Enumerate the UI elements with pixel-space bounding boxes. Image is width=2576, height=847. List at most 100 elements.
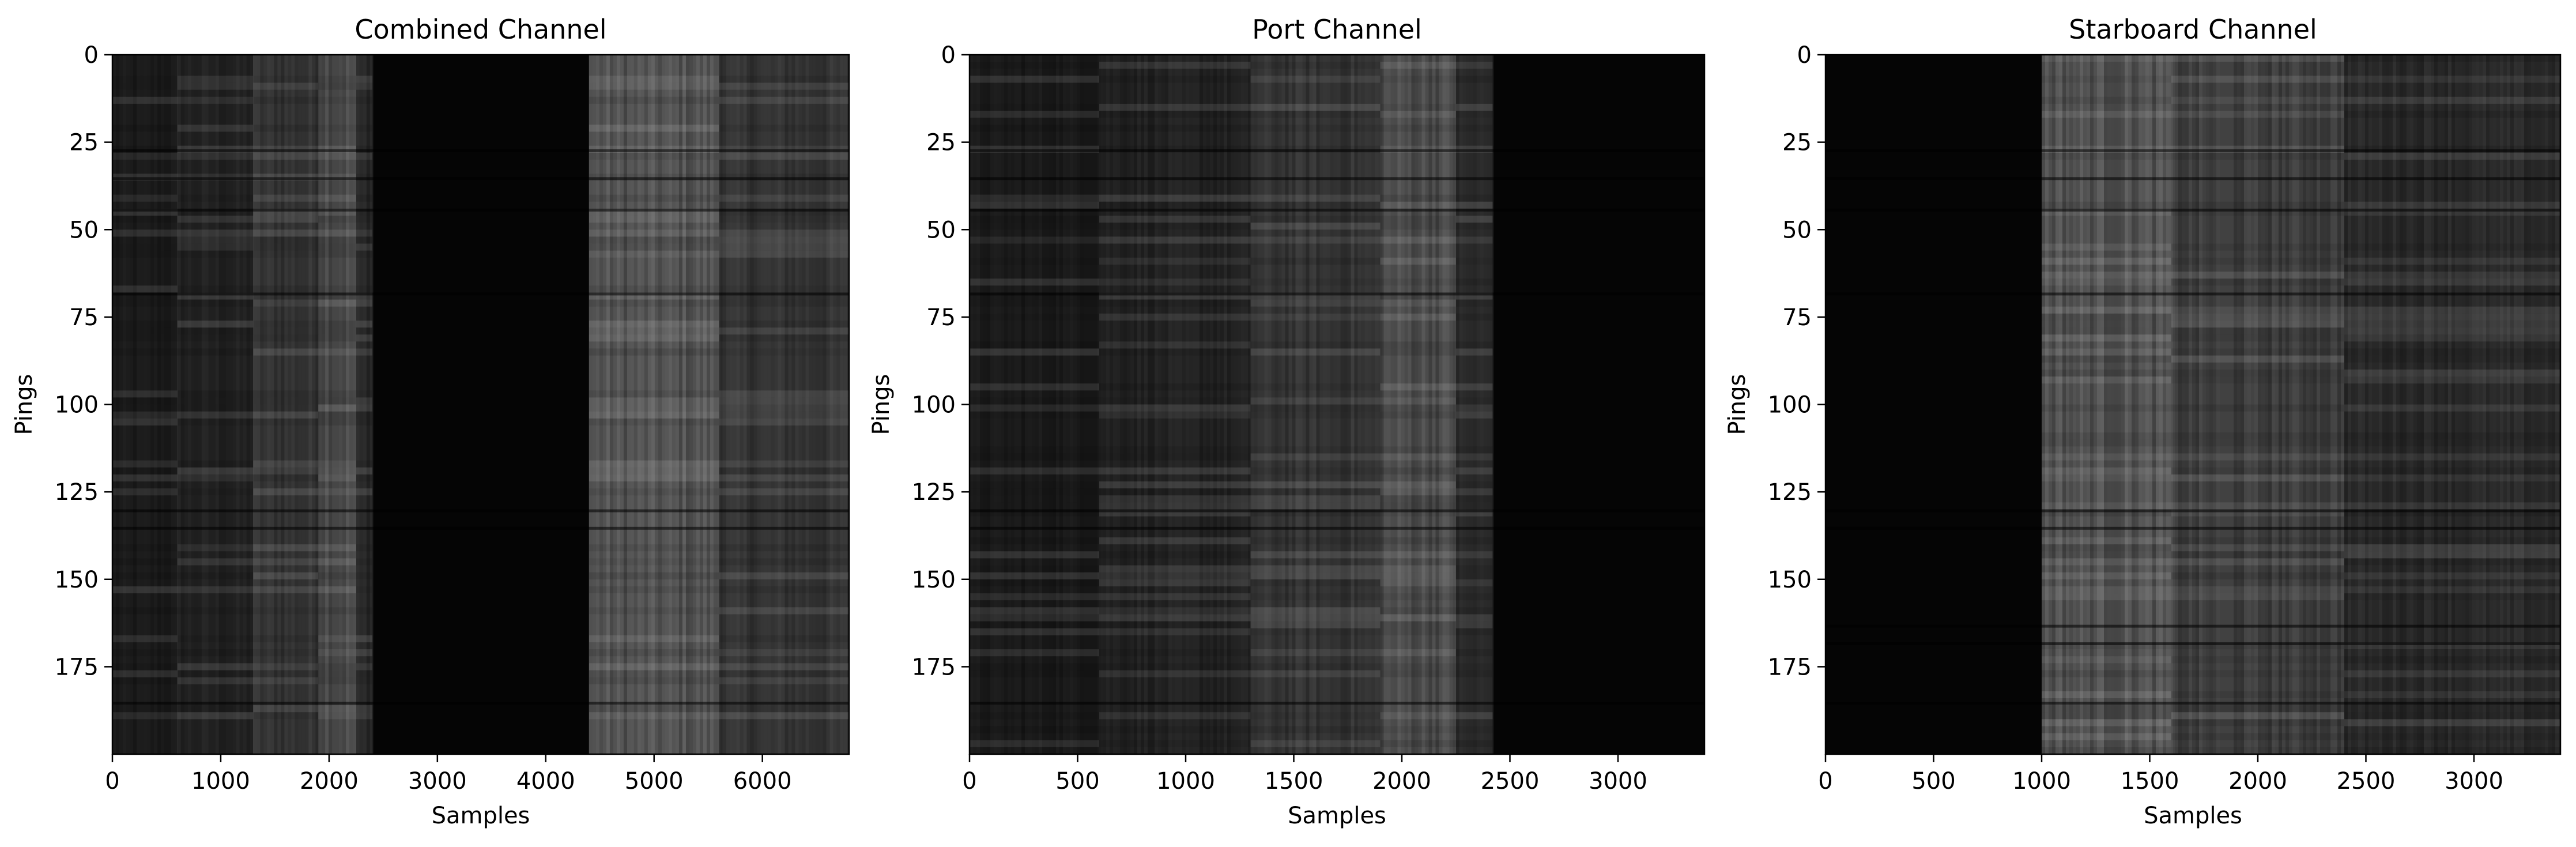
ping-striation [970,236,1099,244]
ping-striation [1455,663,1493,671]
speckle-column [1404,55,1408,754]
speckle-column [2358,55,2362,754]
speckle-column [312,55,316,754]
y-tick-label: 25 [1782,130,1812,156]
ping-striation [2042,586,2171,594]
speckle-column [805,55,809,754]
y-tick-label: 0 [84,42,99,69]
speckle-column [144,55,147,754]
ping-striation [253,334,319,342]
speckle-column [623,55,627,754]
ping-striation [2171,348,2344,356]
ping-striation [2344,719,2560,726]
speckle-column [1018,55,1021,754]
speckle-column [1168,55,1172,754]
speckle-column [716,55,721,754]
ping-striation [719,348,849,356]
ping-striation [253,250,319,258]
speckle-column [668,55,672,754]
ping-striation [177,390,254,398]
speckle-column [1490,55,1494,754]
speckle-column [2303,55,2306,754]
x-tick-label: 3000 [408,768,467,795]
speckle-column [785,55,789,754]
ping-striation [318,635,356,642]
ping-striation [2042,355,2171,363]
intensity-band [112,55,178,754]
intensity-band [1380,55,1456,754]
speckle-column [713,55,717,754]
speckle-column [356,55,360,754]
ping-striation [1380,621,1456,628]
speckle-column [229,55,233,754]
speckle-column [2413,55,2417,754]
ping-striation [2042,348,2171,356]
speckle-column [2268,55,2272,754]
speckle-column [2237,55,2241,754]
speckle-column [2227,55,2230,754]
ping-striation [2042,306,2171,314]
ping-striation [1380,125,1456,132]
speckle-column [976,55,980,754]
ping-striation [719,152,849,160]
speckle-column [2069,55,2073,754]
speckle-column [2073,55,2076,754]
ping-striation [1099,76,1251,83]
ping-striation [356,572,373,579]
speckle-column [222,55,226,754]
ping-striation [1250,551,1381,559]
ping-striation [177,635,254,642]
ping-striation [1455,446,1493,454]
ping-striation [356,229,373,237]
intensity-band [253,55,319,754]
ping-striation [1380,495,1456,503]
speckle-column [123,55,126,754]
speckle-column [740,55,744,754]
ping-striation [2171,572,2344,579]
speckle-column [1179,55,1182,754]
speckle-column [2132,55,2135,754]
ping-striation [356,607,373,615]
ping-striation [112,460,178,468]
y-tick-label: 25 [69,130,99,156]
speckle-column [994,55,997,754]
ping-striation [1380,411,1456,419]
intensity-band [177,55,254,754]
speckle-column [2247,55,2251,754]
speckle-column [349,55,353,754]
ping-striation [318,285,356,293]
ping-striation [970,278,1099,286]
ping-striation [253,411,319,419]
ping-striation [1455,404,1493,412]
speckle-column [1383,55,1387,754]
ping-striation [970,488,1099,496]
speckle-column [2524,55,2528,754]
ping-striation [1455,103,1493,111]
y-tick-label: 175 [55,654,99,680]
ping-striation [970,223,1099,230]
speckle-column [1042,55,1046,754]
speckle-column [2296,55,2299,754]
ping-striation [177,229,254,237]
speckle-column [640,55,644,754]
ping-striation [1250,313,1381,321]
ping-striation [2171,334,2344,342]
speckle-column [1299,55,1303,754]
ping-striation [356,467,373,475]
dark-ping-line [112,702,849,705]
y-tick-label: 175 [912,654,956,680]
ping-striation [970,495,1099,503]
ping-striation [2042,243,2171,251]
speckle-column [359,55,363,754]
speckle-column [322,55,326,754]
ping-striation [356,488,373,496]
intensity-band [2171,55,2344,754]
ping-striation [1099,488,1251,496]
speckle-column [291,55,295,754]
ping-striation [719,194,849,202]
ping-striation [589,215,719,223]
speckle-column [1312,55,1317,754]
ping-striation [2344,272,2560,279]
ping-striation [970,593,1099,601]
ping-striation [253,215,319,223]
